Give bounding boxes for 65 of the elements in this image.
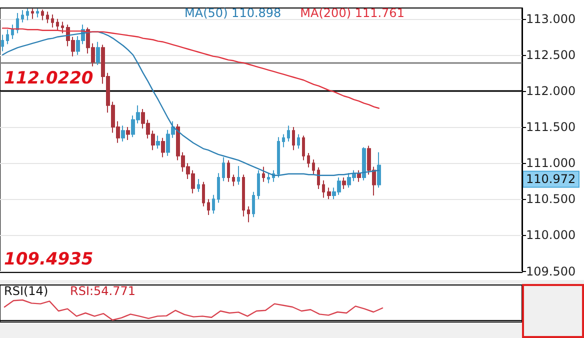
candlestick <box>16 12 19 34</box>
candlestick <box>282 134 285 148</box>
candlestick <box>56 18 59 31</box>
candlestick <box>232 174 235 187</box>
candlestick <box>46 11 49 24</box>
candlestick <box>377 152 381 188</box>
candlestick <box>26 8 29 21</box>
candlestick <box>267 172 270 184</box>
y-tick-label: 113.000 <box>526 12 576 26</box>
candlestick <box>212 194 215 214</box>
candlestick <box>262 166 265 182</box>
y-tick-label: 110.000 <box>526 228 576 242</box>
y-tick-label: 110.500 <box>526 192 576 206</box>
text: MA(50) 110.898 <box>184 6 282 20</box>
candlestick <box>51 14 54 28</box>
candlestick <box>121 125 125 142</box>
y-tick-label: 111.000 <box>526 156 576 170</box>
candlestick <box>21 10 24 23</box>
text: 110.972 <box>526 172 576 186</box>
candlestick <box>156 135 160 150</box>
candlestick <box>287 125 290 142</box>
candlestick <box>327 187 331 200</box>
chart-title: RSI(14) <box>4 284 48 298</box>
candlestick <box>357 170 361 182</box>
text: MA(200) 111.761 <box>300 6 404 20</box>
candlestick <box>257 170 260 200</box>
candlestick <box>161 137 165 158</box>
y-tick-label: 111.500 <box>526 120 576 134</box>
annotation: 112.0220 <box>4 68 94 88</box>
candlestick <box>342 177 346 190</box>
candlestick <box>31 8 34 20</box>
y-tick-label: 112.500 <box>526 48 576 62</box>
candlestick <box>6 29 9 45</box>
candlestick <box>247 206 250 223</box>
candlestick <box>312 158 315 176</box>
candlestick <box>277 136 280 178</box>
candlestick <box>207 198 210 216</box>
candlestick <box>227 160 230 182</box>
candlestick <box>252 191 255 218</box>
candlestick <box>242 174 245 217</box>
y-tick-label: 112.000 <box>526 84 576 98</box>
line-series <box>2 31 380 176</box>
candlestick <box>302 135 305 161</box>
candlestick <box>217 172 220 204</box>
candlestick <box>362 146 366 181</box>
candlestick <box>222 156 225 182</box>
text: RSI:54.771 <box>70 284 136 298</box>
candlestick <box>292 126 295 151</box>
candlestick <box>197 178 200 192</box>
candlestick <box>126 126 130 140</box>
candlestick <box>297 134 300 150</box>
candlestick <box>1 34 4 52</box>
candlestick <box>61 21 64 34</box>
candlestick <box>317 166 320 190</box>
candlestick <box>41 8 44 21</box>
y-tick-label: 109.500 <box>526 264 576 278</box>
line-series <box>2 28 380 109</box>
candlestick <box>202 181 205 207</box>
candlestick <box>96 41 100 66</box>
candlestick <box>307 152 310 168</box>
annotation: 109.4935 <box>4 250 94 270</box>
candlestick <box>36 8 39 18</box>
candlestick <box>11 24 14 40</box>
candlestick <box>322 180 325 198</box>
candlestick <box>237 165 240 186</box>
